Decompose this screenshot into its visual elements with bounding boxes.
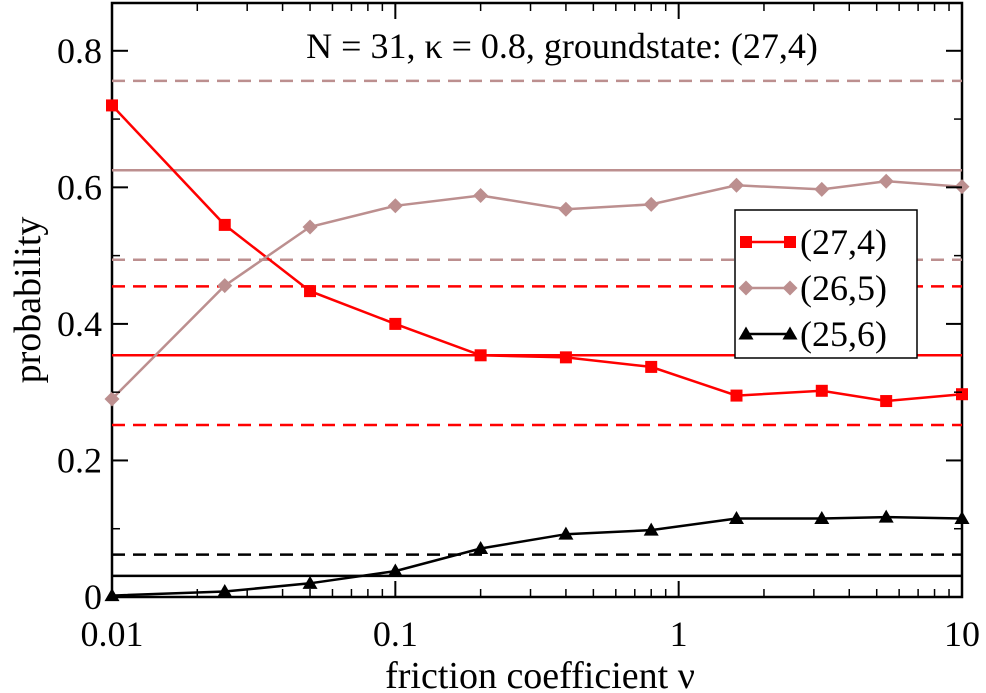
series-1-point-11	[956, 388, 968, 401]
series-2-point-6	[558, 201, 574, 217]
series-1-point-10	[880, 395, 893, 408]
legend-marker-left-1	[740, 236, 752, 248]
y-axis-title: probability	[7, 217, 49, 384]
legend-label-1: (27,4)	[800, 222, 887, 262]
series-3-point-11	[954, 510, 970, 524]
series-1-point-1	[106, 99, 118, 112]
y-tick-label: 0.4	[57, 304, 102, 344]
series-2-point-5	[473, 188, 489, 204]
legend-marker-right-1	[784, 236, 796, 248]
legend: (27,4) (26,5) (25,6)	[734, 209, 918, 359]
legend-label-3: (25,6)	[800, 314, 887, 354]
plot-frame	[110, 1, 964, 599]
series-1-point-3	[304, 285, 317, 298]
y-tick-label: 0.6	[57, 167, 102, 207]
series-1-point-4	[389, 317, 402, 330]
series-1-point-7	[645, 360, 658, 373]
x-tick-label: 10	[944, 614, 980, 654]
series-3-point-8	[729, 510, 745, 524]
series-3-point-10	[878, 509, 894, 523]
series-3-point-5	[473, 541, 489, 555]
series-1-point-5	[474, 349, 487, 362]
series-1-point-9	[815, 384, 828, 397]
chart-title: N = 31, κ = 0.8, groundstate: (27,4)	[306, 26, 818, 66]
y-tick-label: 0	[84, 577, 102, 617]
legend-label-2: (26,5)	[800, 268, 887, 308]
series-2-point-1	[104, 391, 120, 407]
series-1-point-8	[730, 389, 743, 402]
series-2-point-8	[729, 177, 745, 193]
series-3-point-4	[387, 563, 403, 577]
series-3-point-3	[302, 575, 318, 589]
y-tick-label: 0.8	[57, 31, 102, 71]
series-2-point-10	[878, 173, 894, 189]
x-tick-label: 0.01	[81, 614, 144, 654]
series-2-point-2	[217, 278, 233, 294]
series-2-point-3	[302, 219, 318, 235]
series-line-3	[111, 515, 963, 597]
legend-marker-left-3	[738, 326, 754, 340]
series-3-point-7	[643, 522, 659, 536]
series-1-point-6	[559, 351, 572, 364]
series-3-point-9	[814, 510, 830, 524]
x-tick-label: 0.1	[373, 614, 418, 654]
legend-marker-left-2	[738, 280, 754, 296]
legend-marker-right-3	[782, 326, 798, 340]
x-axis-title: friction coefficient ν	[385, 655, 695, 693]
x-tick-label: 1	[670, 614, 688, 654]
legend-marker-right-2	[782, 280, 798, 296]
series-2-point-4	[387, 198, 403, 214]
series-2-point-7	[643, 196, 659, 212]
series-2-point-9	[814, 181, 830, 197]
series-3-point-2	[217, 584, 233, 598]
series-1-point-2	[218, 218, 231, 231]
y-tick-label: 0.2	[57, 440, 102, 480]
series-3-point-6	[558, 526, 574, 540]
